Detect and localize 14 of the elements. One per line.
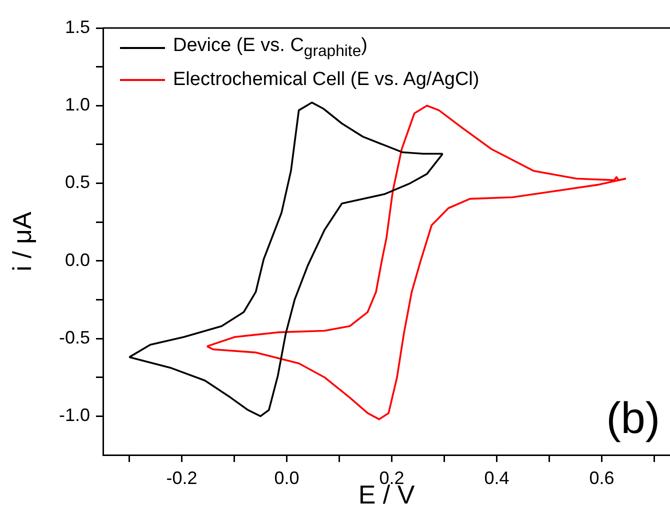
legend-label: Device (E vs. C$_{graphite}$) <box>173 35 368 61</box>
legend-label: Electrochemical Cell (E vs. Ag/AgCl) <box>173 69 480 91</box>
y-axis-title: i / μA <box>6 210 37 272</box>
x-tick-label: 0.6 <box>589 468 614 488</box>
x-tick-label: -0.2 <box>166 468 198 488</box>
y-tick-label: 1.0 <box>64 94 90 115</box>
x-tick-label: 0.0 <box>274 468 300 488</box>
y-tick-label: -1.0 <box>58 405 90 426</box>
y-tick-label: 0.0 <box>64 250 90 270</box>
x-tick-label: 0.4 <box>484 468 510 488</box>
y-tick-label: -0.5 <box>58 328 90 348</box>
annotation: (b) <box>606 394 660 444</box>
y-tick-label: 1.5 <box>64 16 90 37</box>
y-tick-label: 0.5 <box>64 172 90 192</box>
